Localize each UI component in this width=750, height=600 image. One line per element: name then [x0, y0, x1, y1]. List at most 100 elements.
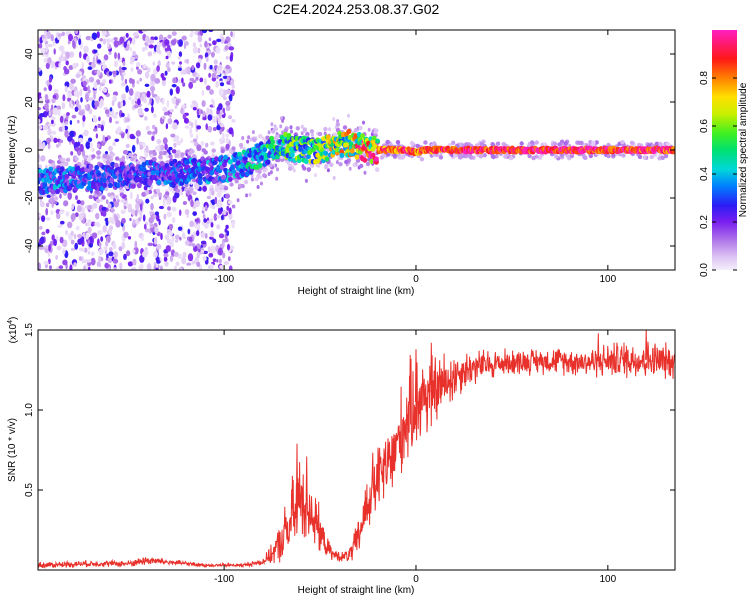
- spectrogram-speckle: [186, 262, 192, 266]
- spectrogram-speckle: [68, 83, 73, 89]
- spectrogram-speckle: [153, 237, 158, 245]
- spectrogram-speckle: [108, 145, 113, 152]
- spectrogram-speckle: [122, 149, 129, 155]
- spectrogram-halo: [379, 155, 385, 160]
- spectrogram-speckle: [204, 77, 207, 86]
- spectrogram-speckle: [162, 98, 165, 105]
- spectrogram-speckle: [42, 141, 46, 149]
- spectrogram-ridge-cell: [119, 161, 125, 167]
- spectrogram-speckle: [227, 200, 233, 205]
- spectrogram-speckle: [221, 196, 224, 203]
- spectrogram-ridge-cell: [38, 168, 43, 174]
- spectrogram-speckle: [326, 168, 330, 173]
- spectrogram-speckle: [77, 238, 83, 245]
- spectrogram-speckle: [150, 202, 154, 211]
- spectrogram-speckle: [128, 96, 132, 101]
- spectrogram-speckle: [275, 176, 279, 181]
- spectrogram-speckle: [194, 218, 199, 223]
- spectrogram-speckle: [38, 262, 41, 270]
- spectrogram-speckle: [113, 37, 118, 41]
- spectrogram-speckle: [59, 115, 64, 123]
- spectrogram-halo: [201, 148, 206, 153]
- spectrogram-speckle: [66, 112, 70, 116]
- spectrogram-speckle: [201, 90, 205, 96]
- spectrogram-y-tick-label: -40: [24, 238, 35, 253]
- spectrogram-speckle: [192, 107, 197, 111]
- spectrogram-speckle: [169, 88, 173, 96]
- spectrogram-speckle: [171, 97, 177, 103]
- spectrogram-halo: [53, 196, 59, 201]
- spectrogram-speckle: [82, 115, 86, 122]
- spectrogram-speckle: [184, 209, 190, 215]
- spectrogram-panel: -100 0 100 -40 -20 0 20 40 Height of straight …: [7, 29, 676, 297]
- spectrogram-speckle: [200, 240, 207, 245]
- spectrogram-halo: [642, 155, 648, 160]
- spectrogram-speckle: [38, 67, 42, 72]
- spectrogram-speckle: [154, 126, 158, 135]
- spectrogram-speckle: [336, 119, 340, 124]
- spectrogram-speckle: [149, 97, 152, 105]
- spectrogram-speckle: [160, 144, 165, 151]
- spectrogram-speckle: [91, 232, 98, 239]
- spectrogram-speckle: [231, 222, 235, 229]
- spectrogram-halo: [115, 156, 120, 161]
- spectrogram-speckle: [74, 30, 79, 35]
- spectrogram-speckle: [261, 136, 265, 141]
- spectrogram-speckle: [175, 99, 180, 106]
- spectrogram-speckle: [38, 43, 43, 49]
- spectrogram-speckle: [214, 196, 218, 204]
- spectrogram-speckle: [43, 57, 48, 63]
- spectrogram-halo: [342, 125, 348, 130]
- spectrogram-speckle: [256, 185, 260, 189]
- spectrogram-speckle: [148, 39, 155, 44]
- spectrogram-halo: [365, 161, 371, 167]
- spectrogram-speckle: [174, 239, 179, 243]
- spectrogram-halo: [310, 163, 315, 168]
- spectrogram-speckle: [85, 259, 92, 263]
- snr-y-tick-label: 1.0: [24, 403, 35, 417]
- spectrogram-speckle: [85, 93, 89, 101]
- spectrogram-speckle: [216, 74, 219, 80]
- spectrogram-speckle: [210, 222, 214, 228]
- spectrogram-halo: [335, 122, 340, 127]
- spectrogram-speckle: [113, 60, 119, 68]
- spectrogram-speckle: [169, 113, 172, 118]
- spectrogram-speckle: [216, 38, 222, 43]
- spectrogram-speckle: [64, 85, 68, 93]
- spectrogram-speckle: [190, 199, 194, 208]
- spectrogram-speckle: [173, 251, 179, 257]
- spectrogram-halo: [234, 179, 239, 184]
- snr-y-multiplier-base: (x10: [8, 323, 19, 343]
- spectrogram-speckle: [78, 110, 84, 116]
- spectrogram-speckle: [68, 51, 75, 58]
- spectrogram-ridge-cell: [235, 160, 241, 166]
- spectrogram-speckle: [98, 255, 101, 263]
- spectrogram-speckle: [96, 198, 101, 204]
- spectrogram-ridge-cell: [143, 177, 149, 183]
- spectrogram-speckle: [113, 213, 117, 219]
- snr-x-tick-label: 100: [600, 574, 617, 585]
- spectrogram-speckle: [141, 235, 144, 242]
- spectrogram-speckle: [195, 134, 199, 140]
- spectrogram-speckle: [154, 145, 160, 151]
- spectrogram-halo: [149, 153, 154, 158]
- spectrogram-speckle: [56, 245, 62, 251]
- spectrogram-speckle: [88, 242, 93, 248]
- spectrogram-speckle: [77, 119, 80, 124]
- spectrogram-ridge-cell: [102, 182, 108, 188]
- spectrogram-halo: [114, 194, 119, 200]
- spectrogram-halo: [243, 179, 249, 185]
- spectrogram-speckle: [111, 217, 115, 225]
- spectrogram-speckle: [157, 60, 161, 67]
- spectrogram-ridge-cell: [372, 143, 378, 149]
- spectrogram-halo: [152, 151, 157, 156]
- spectrogram-speckle: [153, 113, 157, 118]
- spectrogram-halo: [128, 152, 133, 158]
- spectrogram-speckle: [172, 137, 179, 142]
- spectrogram-speckle: [194, 200, 201, 208]
- spectrogram-ridge-cell: [360, 133, 365, 139]
- spectrogram-speckle: [70, 213, 76, 221]
- spectrogram-speckle: [209, 64, 213, 70]
- snr-x-axis-label: Height of straight line (km): [298, 585, 415, 596]
- spectrogram-speckle: [269, 170, 273, 175]
